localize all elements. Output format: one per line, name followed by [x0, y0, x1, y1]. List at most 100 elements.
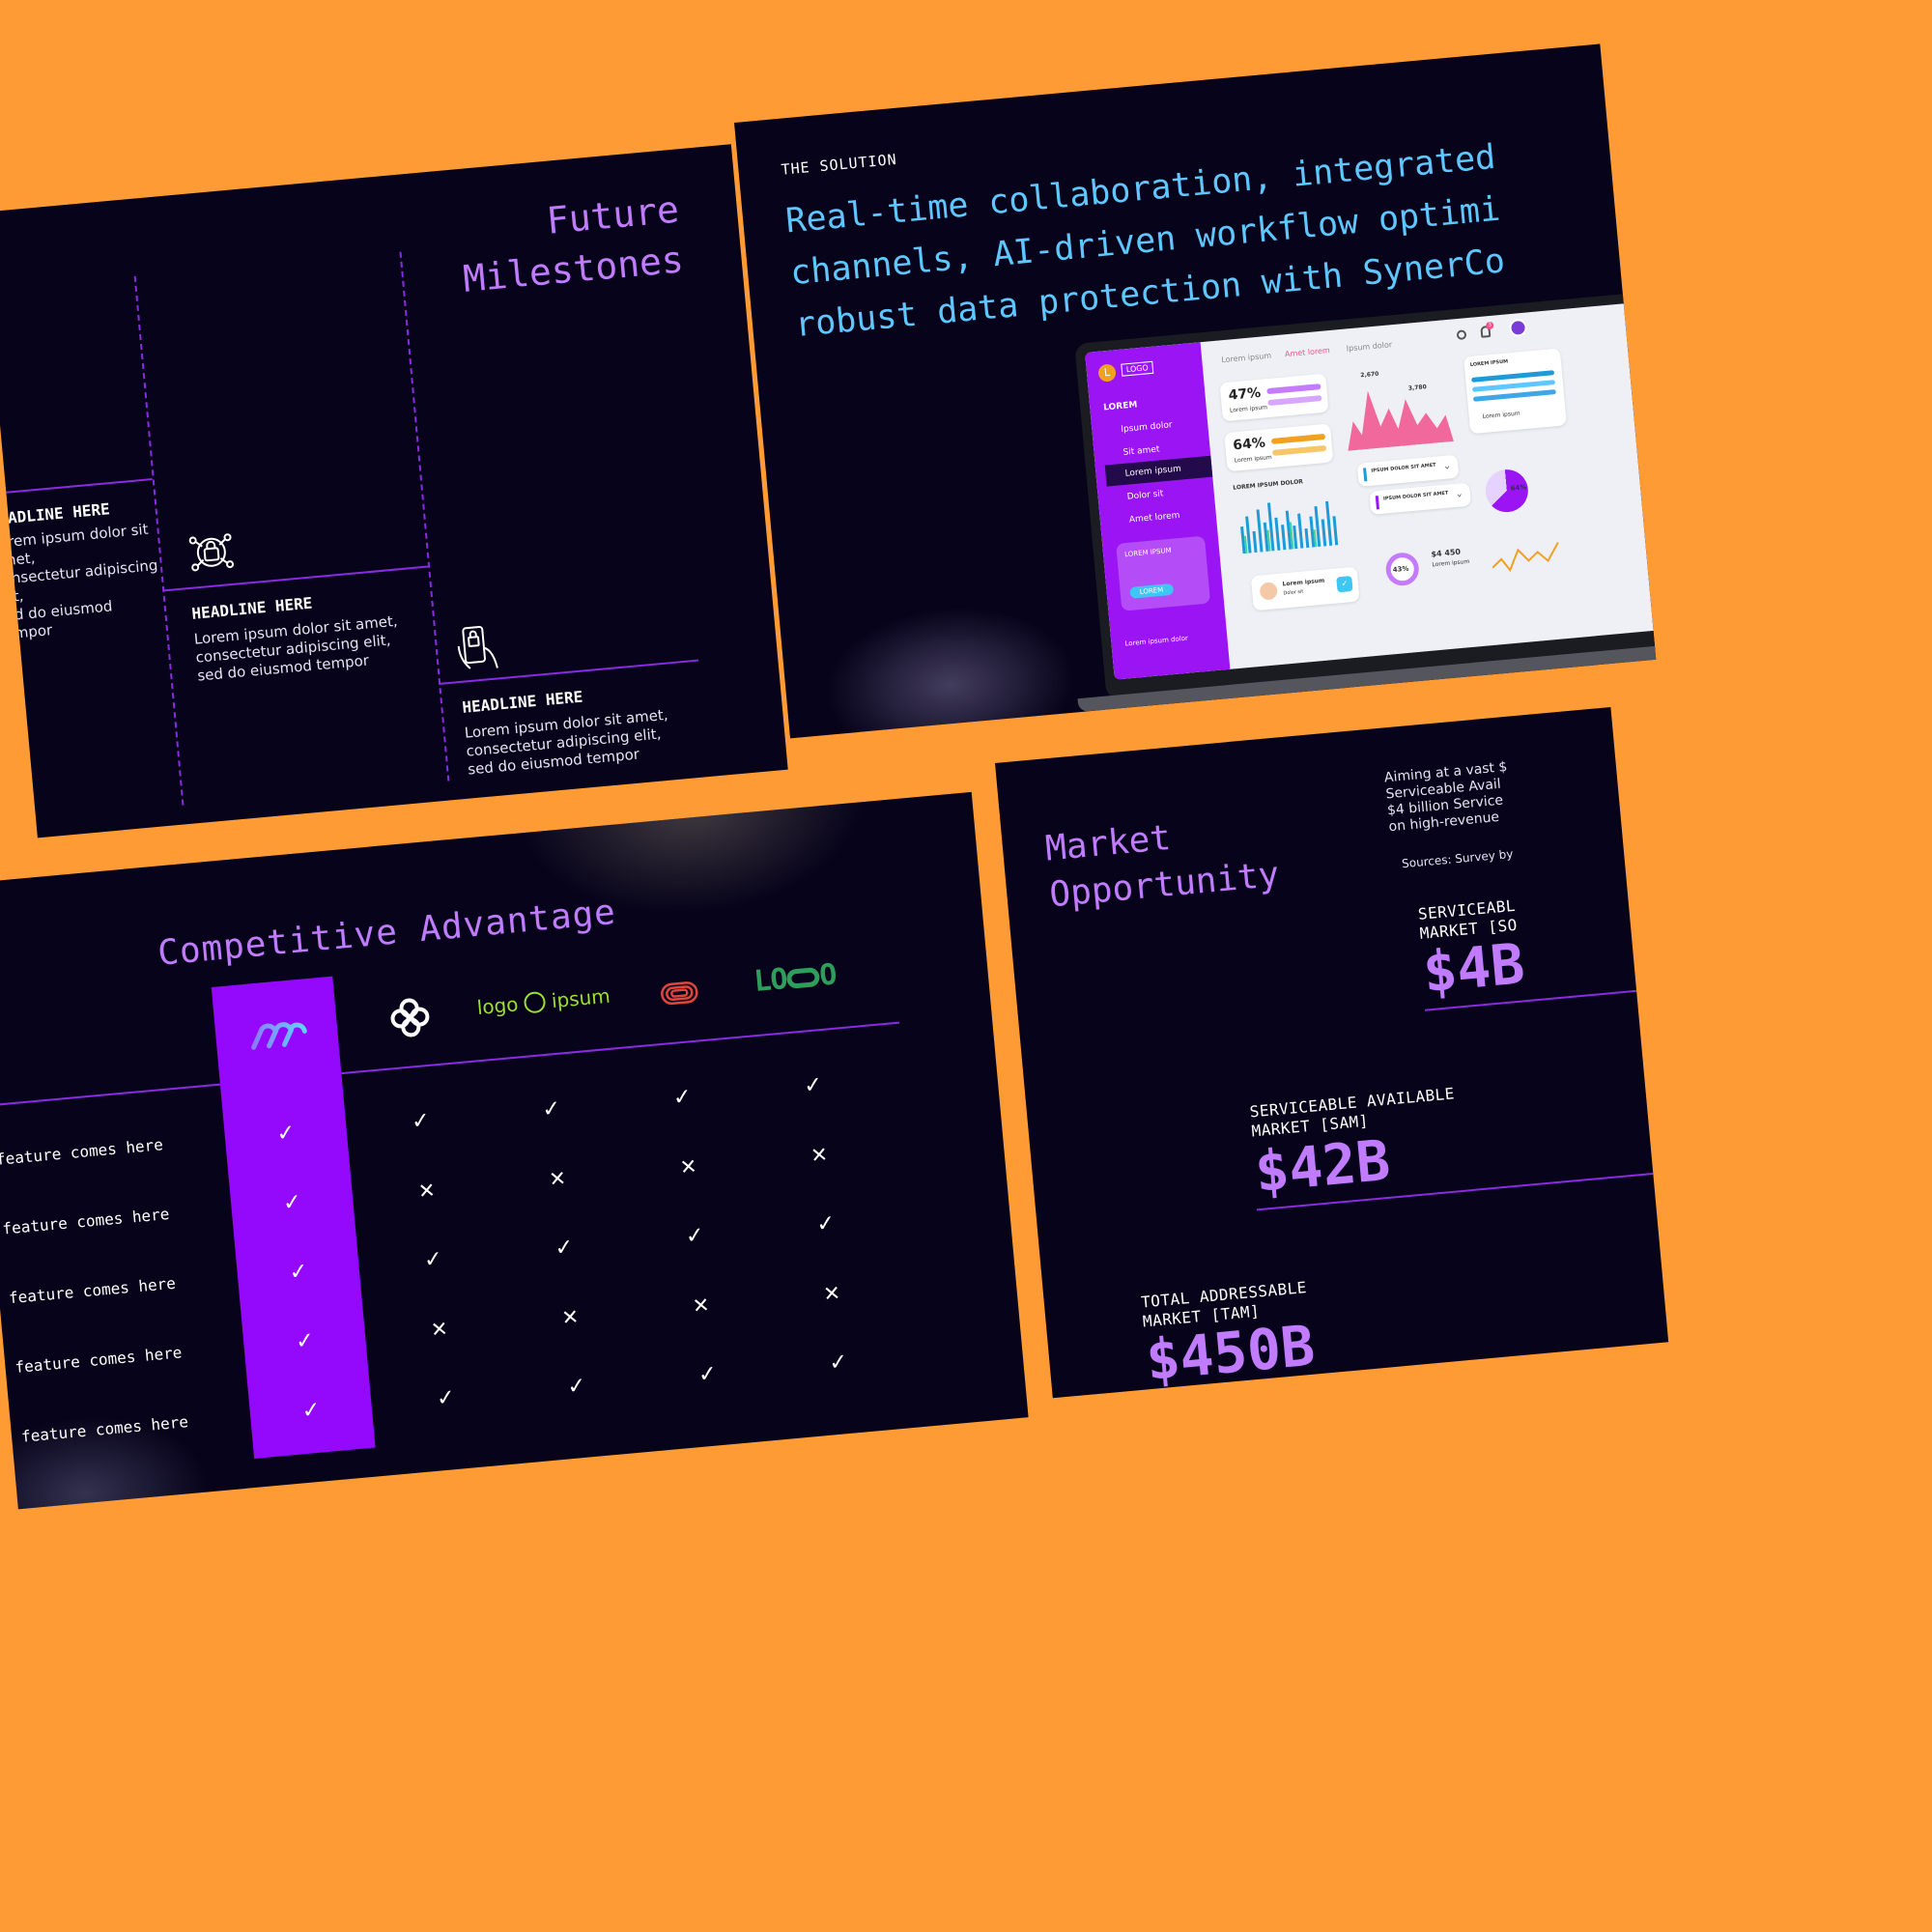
dashboard-screen: L LOGO LOREM Ipsum dolor Sit amet Lorem … [1085, 301, 1657, 680]
avatar[interactable] [1508, 318, 1528, 338]
right-card-item: Lorem ipsum [1482, 410, 1520, 421]
feature-label: feature comes here [8, 1273, 177, 1308]
list-card[interactable]: IPSUM DOLOR SIT AMET ⌄ [1369, 482, 1472, 515]
market-description: Aiming at a vast $ Serviceable Avail $4 … [1383, 759, 1512, 836]
lodo-logo-end: O [817, 957, 838, 993]
donut-value: 43% [1392, 564, 1409, 575]
cross-icon: ✕ [822, 1277, 841, 1308]
security-icon [186, 527, 238, 582]
milestones-title: Future Milestones [456, 185, 686, 304]
donut-chart: 43% [1384, 551, 1421, 587]
lodo-logo: LO O [753, 957, 838, 999]
search-icon[interactable] [1456, 329, 1467, 341]
laptop: L LOGO LOREM Ipsum dolor Sit amet Lorem … [1074, 291, 1657, 700]
milestone-rule [6, 478, 153, 494]
nav-item[interactable]: Amet lorem [1128, 510, 1180, 526]
chart-label: LOREM IPSUM DOLOR [1233, 478, 1304, 492]
table-rule [0, 1083, 221, 1108]
cross-icon: ✕ [679, 1151, 697, 1181]
list-accent [1375, 496, 1380, 510]
nav-item[interactable]: Dolor sit [1126, 489, 1164, 502]
tam-value: $450B [1143, 1312, 1318, 1394]
market-sources: Sources: Survey by [1401, 846, 1514, 871]
user-card: Lorem ipsum Dolor sit ✓ [1250, 566, 1360, 611]
solution-slide: THE SOLUTION Real-time collaboration, in… [734, 43, 1657, 739]
cross-icon: ✕ [561, 1301, 580, 1332]
cross-icon: ✕ [692, 1289, 710, 1321]
market-title: Market Opportunity [1043, 806, 1281, 919]
timeline-divider [399, 251, 450, 781]
nav-item[interactable]: Ipsum dolor [1121, 420, 1174, 435]
check-icon: ✓ [697, 1358, 717, 1389]
stat-label: Lorem ipsum [1229, 404, 1268, 414]
stat-value: 47% [1228, 384, 1262, 404]
feature-label: feature comes here [1, 1204, 171, 1238]
list-card[interactable]: IPSUM DOLOR SIT AMET ⌄ [1356, 454, 1460, 487]
progress-bar [1267, 395, 1322, 407]
tab[interactable]: Ipsum dolor [1346, 340, 1393, 354]
glow [817, 596, 1083, 739]
chevron-down-icon[interactable]: ⌄ [1443, 461, 1451, 471]
our-column: ✓ ✓ ✓ ✓ ✓ [211, 976, 376, 1459]
nav-item[interactable]: Sit amet [1122, 444, 1160, 458]
phone-hand-icon [453, 621, 506, 679]
area-chart [1348, 390, 1454, 451]
cross-icon: ✕ [417, 1174, 436, 1206]
check-icon: ✓ [412, 1105, 430, 1136]
stat-value: 64% [1232, 435, 1266, 454]
right-donut-value: 64% [1510, 483, 1527, 493]
milestones-slide: Future Milestones HEADLINE HERE Lorem ip… [0, 144, 788, 838]
promo-card: LOREM IPSUM LOREM [1116, 535, 1211, 611]
check-icon: ✓ [672, 1081, 692, 1112]
check-icon: ✓ [289, 1256, 307, 1287]
promo-button[interactable]: LOREM [1129, 582, 1174, 599]
sam-value: $42B [1252, 1126, 1393, 1206]
chevron-down-icon[interactable]: ⌄ [1456, 489, 1463, 499]
user-sub: Dolor sit [1283, 588, 1304, 597]
tab[interactable]: Lorem ipsum [1220, 351, 1272, 365]
peak-label: 2,670 [1360, 370, 1379, 380]
milestone-body: Lorem ipsum dolor sit amet, consectetur … [193, 609, 439, 685]
globe-logo-right: ipsum [550, 983, 611, 1013]
check-icon: ✓ [296, 1325, 314, 1356]
nav-section-label: LOREM [1102, 400, 1138, 413]
lodo-logo-mark [785, 966, 821, 989]
milestone-body: Lorem ipsum dolor sit amet, consectetur … [0, 520, 164, 644]
globe-logo: logo ipsum [476, 984, 611, 1019]
progress-bar [1472, 389, 1556, 402]
bar-chart [1240, 500, 1339, 554]
check-icon: ✓ [554, 1232, 573, 1263]
right-card-title: LOREM IPSUM [1469, 358, 1509, 368]
check-icon: ✓ [804, 1069, 822, 1100]
list-title: IPSUM DOLOR SIT AMET [1382, 490, 1449, 502]
dashboard-sidebar: L LOGO LOREM Ipsum dolor Sit amet Lorem … [1085, 342, 1231, 680]
user-name: Lorem ipsum [1282, 577, 1325, 588]
milestone-item: HEADLINE HERE Lorem ipsum dolor sit amet… [462, 676, 710, 779]
tab-active[interactable]: Amet lorem [1284, 346, 1331, 359]
big-label: Lorem ipsum [1432, 557, 1470, 569]
check-icon: ✓ [276, 1117, 295, 1149]
progress-bar [1272, 444, 1327, 456]
infinity-logo-icon [251, 1022, 307, 1050]
line-chart [1492, 542, 1559, 573]
user-avatar [1259, 582, 1278, 601]
check-icon: ✓ [567, 1370, 585, 1402]
check-icon: ✓ [437, 1382, 455, 1413]
check-icon: ✓ [685, 1220, 704, 1251]
right-donut: 64% [1483, 468, 1530, 514]
cross-icon: ✕ [810, 1139, 829, 1170]
flower-logo-icon [389, 997, 432, 1042]
check-icon[interactable]: ✓ [1336, 576, 1353, 593]
stat-card: 64% Lorem ipsum [1224, 423, 1334, 472]
check-icon: ✓ [829, 1347, 847, 1378]
promo-title: LOREM IPSUM [1123, 546, 1172, 559]
sidebar-footer: Lorem ipsum dolor [1124, 634, 1189, 648]
check-icon: ✓ [542, 1093, 560, 1124]
lodo-logo-start: LO [752, 962, 789, 999]
market-slide: Market Opportunity Aiming at a vast $ Se… [995, 706, 1669, 1399]
competitive-title: Competitive Advantage [156, 892, 618, 974]
feature-label: feature comes here [14, 1343, 184, 1377]
list-title: IPSUM DOLOR SIT AMET [1371, 462, 1436, 474]
check-icon: ✓ [424, 1243, 442, 1274]
logo-text: LOGO [1121, 360, 1154, 377]
